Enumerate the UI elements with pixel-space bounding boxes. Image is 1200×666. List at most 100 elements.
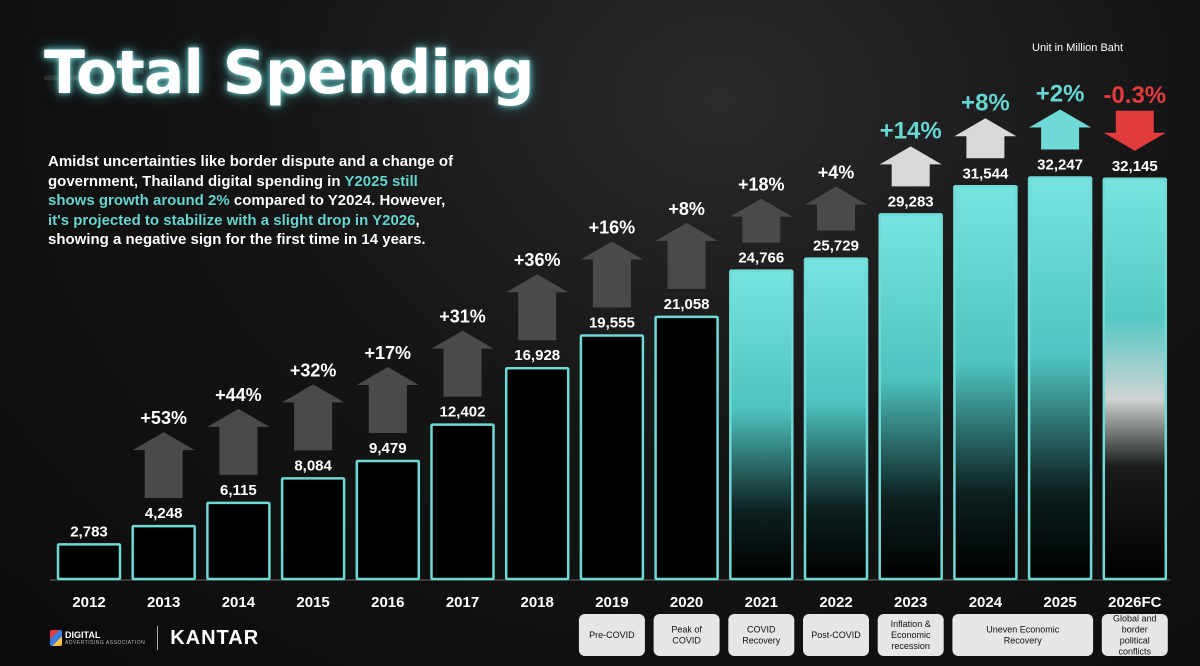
value-label-2023: 29,283 [888,193,934,210]
growth-label-2014: +44% [215,385,262,405]
description-highlight-1: Y2025 still shows growth around 2% [48,172,418,210]
growth-label-2017: +31% [439,307,486,327]
growth-arrow-2024 [954,118,1017,159]
bar-2012 [56,543,122,581]
digital-logo-mark-icon [50,630,62,646]
growth-label-2021: +18% [738,175,785,195]
description-part-3: , showing a negative sign for the first … [48,211,426,249]
value-label-2022: 25,729 [813,238,859,255]
growth-arrow-2016 [356,366,419,433]
description-part-2: compared to Y2024. However, [229,192,446,209]
bar-2026FC [1102,177,1168,581]
year-label-2017: 2017 [446,594,479,611]
period-box-5 [952,614,1094,656]
period-box-6 [1101,614,1168,656]
year-label-2023: 2023 [894,594,927,611]
growth-label-2022: +4% [818,163,855,183]
footer-logos: DIGITAL ADVERTISING ASSOCIATION KANTAR [50,626,259,650]
value-label-2024: 31,544 [962,165,1009,182]
page-title: Total Spending [44,38,535,108]
value-label-2019: 19,555 [589,315,635,332]
value-label-2026FC: 32,145 [1112,158,1158,175]
growth-label-2015: +32% [290,360,337,380]
value-label-2012: 2,783 [70,523,108,540]
bar-2013 [131,524,196,581]
period-label-5: Uneven Economic Recovery [986,625,1060,646]
year-label-2022: 2022 [819,594,852,611]
value-label-2016: 9,479 [369,440,407,457]
period-box-1 [653,614,720,656]
bar-2024 [953,185,1018,581]
year-label-2025: 2025 [1043,594,1076,611]
growth-arrow-2014 [207,408,270,475]
year-label-2014: 2014 [222,594,256,611]
bar-2023 [878,213,943,581]
bars-layer [50,109,1170,656]
unit-label: Unit in Million Baht [1032,42,1124,54]
year-label-2021: 2021 [745,594,778,611]
growth-arrow-2022 [805,186,867,231]
growth-label-2018: +36% [514,250,561,270]
growth-label-2019: +16% [589,218,636,238]
growth-label-2023: +14% [880,117,942,144]
year-label-2018: 2018 [521,594,554,611]
bar-2015 [280,477,346,581]
period-box-3 [803,614,869,656]
period-label-6: Global and border political conflicts [1113,614,1157,657]
growth-arrow-2019 [580,241,643,308]
bar-2020 [654,315,719,581]
digital-logo-subtext: ADVERTISING ASSOCIATION [65,639,146,646]
value-label-2014: 6,115 [220,482,257,499]
growth-arrow-2021 [730,198,793,243]
year-label-2026FC: 2026FC [1108,594,1162,611]
growth-label-2020: +8% [668,199,705,219]
growth-arrow-2025 [1029,109,1092,150]
period-box-4 [877,614,944,656]
bar-2019 [579,334,645,581]
year-label-2016: 2016 [371,594,404,611]
growth-arrow-2026FC [1103,110,1166,151]
year-label-2024: 2024 [969,594,1003,611]
bar-2025 [1027,176,1093,581]
logo-divider [157,626,159,650]
period-label-0: Pre-COVID [589,630,635,640]
value-label-2015: 8,084 [294,457,332,474]
description-part-1: Amidst uncertainties like border dispute… [48,153,454,190]
value-label-2025: 32,247 [1037,157,1083,174]
period-box-2 [728,614,795,656]
period-label-4: Inflation & Economic recession [891,619,931,651]
value-label-2021: 24,766 [738,250,784,267]
growth-arrow-2017 [431,330,494,397]
value-label-2017: 12,402 [440,404,486,421]
growth-label-2024: +8% [961,89,1010,116]
kantar-logo: KANTAR [170,626,260,649]
bar-2014 [206,501,271,581]
bar-2017 [430,423,495,581]
growth-arrow-2023 [879,146,942,187]
bar-2022 [803,257,869,581]
period-label-2: COVID Recovery [742,625,781,646]
growth-label-2013: +53% [140,408,187,428]
description-text: Amidst uncertainties like border dispute… [48,152,468,250]
year-label-2015: 2015 [296,594,329,611]
year-label-2020: 2020 [670,594,703,611]
period-label-3: Post-COVID [811,630,861,640]
bar-2018 [504,366,570,581]
growth-label-2025: +2% [1036,81,1085,108]
year-label-2013: 2013 [147,594,180,611]
growth-arrow-2015 [282,384,345,451]
growth-label-2026FC: -0.3% [1103,82,1166,109]
period-box-0 [578,614,645,656]
period-label-1: Peak of COVID [671,625,702,646]
value-label-2018: 16,928 [514,347,560,364]
description-highlight-2: it's projected to stabilize with a sligh… [48,211,416,229]
growth-arrow-2013 [132,432,195,499]
labels-layer: 2,783 2012 4,248 2013 +53% 6,115 2014 +44% 8,084… [70,81,1166,657]
year-label-2012: 2012 [72,594,105,611]
digital-association-logo: DIGITAL ADVERTISING ASSOCIATION [50,630,145,646]
growth-arrow-2020 [655,222,718,289]
growth-arrow-2018 [506,274,569,341]
bar-2021 [729,269,794,581]
growth-label-2016: +17% [365,343,412,363]
